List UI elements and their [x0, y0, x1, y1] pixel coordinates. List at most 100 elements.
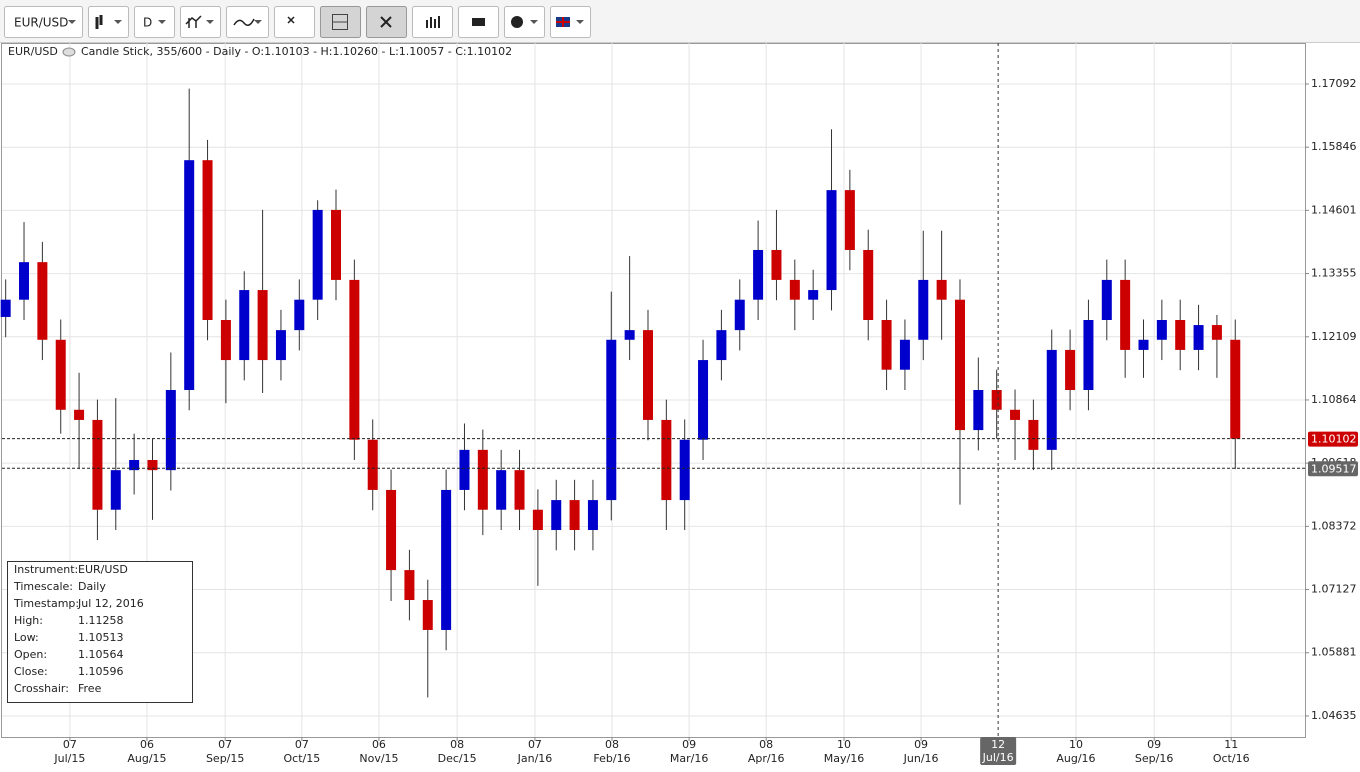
x-tick-day: 09 — [682, 738, 696, 751]
dropdown-arrow — [158, 20, 166, 24]
candle-body — [808, 290, 819, 300]
candle-body — [918, 279, 929, 340]
candle-body — [404, 570, 415, 601]
candle-body — [110, 470, 121, 510]
candle-body — [257, 290, 268, 361]
candle-body — [349, 279, 360, 440]
y-tick-label: 1.14601 — [1311, 203, 1357, 216]
x-tick-day: 08 — [759, 738, 773, 751]
info-label: Timestamp: — [13, 597, 79, 610]
candle-body — [422, 600, 433, 630]
print-button[interactable] — [458, 6, 499, 38]
remove-all-button[interactable] — [274, 6, 315, 38]
info-value: 1.10596 — [78, 665, 124, 678]
chart-type-button[interactable] — [88, 6, 129, 38]
instrument-button[interactable]: EUR/USD — [4, 6, 83, 38]
candle-body — [55, 339, 66, 410]
candle-body — [936, 279, 947, 300]
candle-body — [0, 299, 11, 317]
legend-text: Candle Stick, 355/600 - Daily - O:1.1010… — [81, 45, 512, 58]
candle-body — [1120, 279, 1131, 350]
candle-body — [441, 489, 452, 630]
icon — [287, 16, 295, 24]
candle-body — [954, 299, 965, 431]
visibility-toggle[interactable] — [62, 47, 76, 57]
candle-body — [606, 339, 617, 501]
x-tick-label: Aug/15 — [127, 752, 166, 765]
icon — [233, 18, 255, 26]
candle-body — [239, 290, 250, 361]
info-label: Timescale: — [13, 580, 73, 593]
candle-body — [661, 419, 672, 501]
x-tick-label: Apr/16 — [748, 752, 785, 765]
x-tick-label: Oct/16 — [1213, 752, 1250, 765]
candle-body — [37, 262, 48, 340]
button-frame — [226, 6, 269, 38]
info-label: Close: — [14, 665, 48, 678]
dropdown-arrow — [254, 20, 262, 24]
button-frame — [88, 6, 129, 38]
theme-button[interactable] — [504, 6, 545, 38]
candle-body — [532, 509, 543, 531]
info-label: Low: — [14, 631, 39, 644]
y-tick-label: 1.12109 — [1311, 330, 1357, 343]
candle-body — [275, 330, 286, 361]
indicators-button[interactable] — [226, 6, 269, 38]
candle-body — [1028, 419, 1039, 450]
dropdown-arrow — [530, 20, 538, 24]
x-tick-label: Dec/15 — [438, 752, 477, 765]
x-tick-day: 08 — [450, 738, 464, 751]
candle-body — [147, 460, 158, 471]
icon — [472, 18, 485, 26]
timeframe-button[interactable]: D — [134, 6, 175, 38]
grid-button[interactable] — [320, 6, 361, 38]
candle-body — [899, 339, 910, 370]
timeframe-label: D — [143, 16, 152, 30]
button-frame — [134, 6, 175, 38]
language-button[interactable] — [550, 6, 591, 38]
candle-body — [74, 409, 85, 420]
candle-body — [92, 419, 103, 510]
candle-body — [1083, 319, 1094, 390]
candle-body — [844, 190, 855, 250]
crosshair-label: Jul/16 — [982, 751, 1014, 764]
candle-body — [1211, 325, 1222, 340]
crosshair-label-box — [980, 737, 1017, 765]
candle-body — [165, 390, 176, 471]
candle-body — [587, 500, 598, 531]
info-value: Jul 12, 2016 — [77, 597, 144, 610]
candle-body — [698, 360, 709, 440]
x-tick-day: 07 — [63, 738, 77, 751]
candle-body — [220, 319, 231, 361]
info-value: Daily — [78, 580, 106, 593]
x-tick-label: Feb/16 — [593, 752, 630, 765]
candle-body — [202, 160, 213, 320]
x-tick-label: Jan/16 — [517, 752, 553, 765]
candle-body — [1101, 279, 1112, 320]
x-tick-label: Jun/16 — [903, 752, 939, 765]
candle-body — [1046, 349, 1057, 450]
x-tick-day: 06 — [140, 738, 154, 751]
candle-body — [1138, 339, 1149, 350]
candle-body — [991, 390, 1002, 410]
fullscreen-button[interactable] — [366, 6, 407, 38]
y-tick-label: 1.07127 — [1311, 583, 1357, 596]
candle-body — [551, 500, 562, 531]
icon — [426, 16, 440, 28]
volume-button[interactable] — [412, 6, 453, 38]
x-tick-day: 08 — [605, 738, 619, 751]
y-tick-label: 1.04635 — [1311, 709, 1357, 722]
candle-body — [514, 470, 525, 510]
candle-body — [789, 279, 800, 300]
flag — [556, 17, 570, 27]
drawing-tools-button[interactable] — [180, 6, 221, 38]
x-tick-day: 09 — [1147, 738, 1161, 751]
x-tick-label: Jul/15 — [53, 752, 85, 765]
x-tick-day: 10 — [837, 738, 851, 751]
candle-body — [459, 449, 470, 490]
x-tick-day: 07 — [218, 738, 232, 751]
x-tick-label: Mar/16 — [670, 752, 708, 765]
candle-body — [331, 209, 342, 280]
icon — [511, 16, 523, 28]
